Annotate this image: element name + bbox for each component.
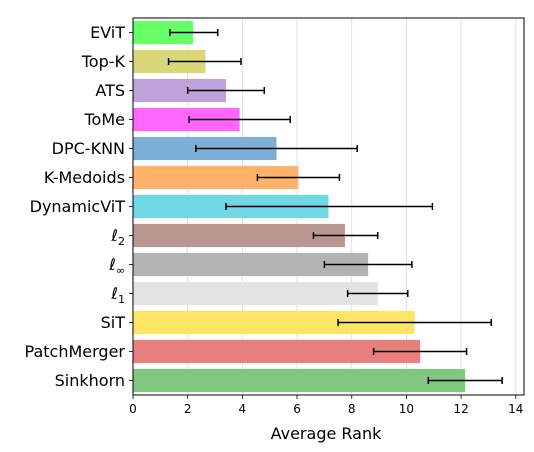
error-bars: [167, 29, 503, 384]
bar-sit: [133, 310, 415, 335]
y-tick-label: ℓ∞: [108, 255, 125, 277]
x-tick-label: 0: [129, 402, 137, 416]
y-tick-label: ATS: [95, 81, 125, 100]
x-tick-label: 8: [348, 402, 356, 416]
bar-l2: [133, 223, 345, 248]
x-tick-label: 10: [399, 402, 414, 416]
y-tick-label: ℓ1: [110, 284, 125, 306]
bar-k-medoids: [133, 165, 299, 190]
x-tick-label: 6: [293, 402, 301, 416]
x-tick-label: 2: [184, 402, 192, 416]
y-tick-label: Top-K: [81, 52, 126, 71]
bars: [133, 20, 466, 393]
y-tick-label: ℓ2: [110, 226, 125, 248]
axes: [129, 17, 525, 399]
y-tick-label: EViT: [90, 23, 125, 42]
y-tick-label: K-Medoids: [44, 168, 125, 187]
y-tick-label: ToMe: [84, 110, 126, 129]
bar-l1: [133, 281, 378, 306]
bar-tome: [133, 107, 240, 132]
bar-evit: [133, 20, 194, 45]
x-tick-label: 12: [453, 402, 468, 416]
bar-patchmerger: [133, 339, 421, 364]
x-tick-label: 14: [508, 402, 523, 416]
x-axis-title: Average Rank: [271, 424, 383, 443]
labels: 0 2 4 6 8 10 12 14 EViT Top-K ATS ToMe DPC-KNN K-Medo…: [25, 23, 524, 416]
y-tick-label: PatchMerger: [25, 342, 126, 361]
bar-sinkhorn: [133, 368, 466, 393]
x-tick-label: 4: [239, 402, 247, 416]
plot-frame: [132, 17, 525, 396]
bar-l∞: [133, 252, 369, 277]
y-tick-label: DynamicViT: [30, 197, 126, 216]
y-tick-label: SiT: [101, 313, 126, 332]
y-tick-label: DPC-KNN: [52, 139, 125, 158]
bar-ats: [133, 78, 226, 103]
y-tick-label: Sinkhorn: [55, 371, 125, 390]
